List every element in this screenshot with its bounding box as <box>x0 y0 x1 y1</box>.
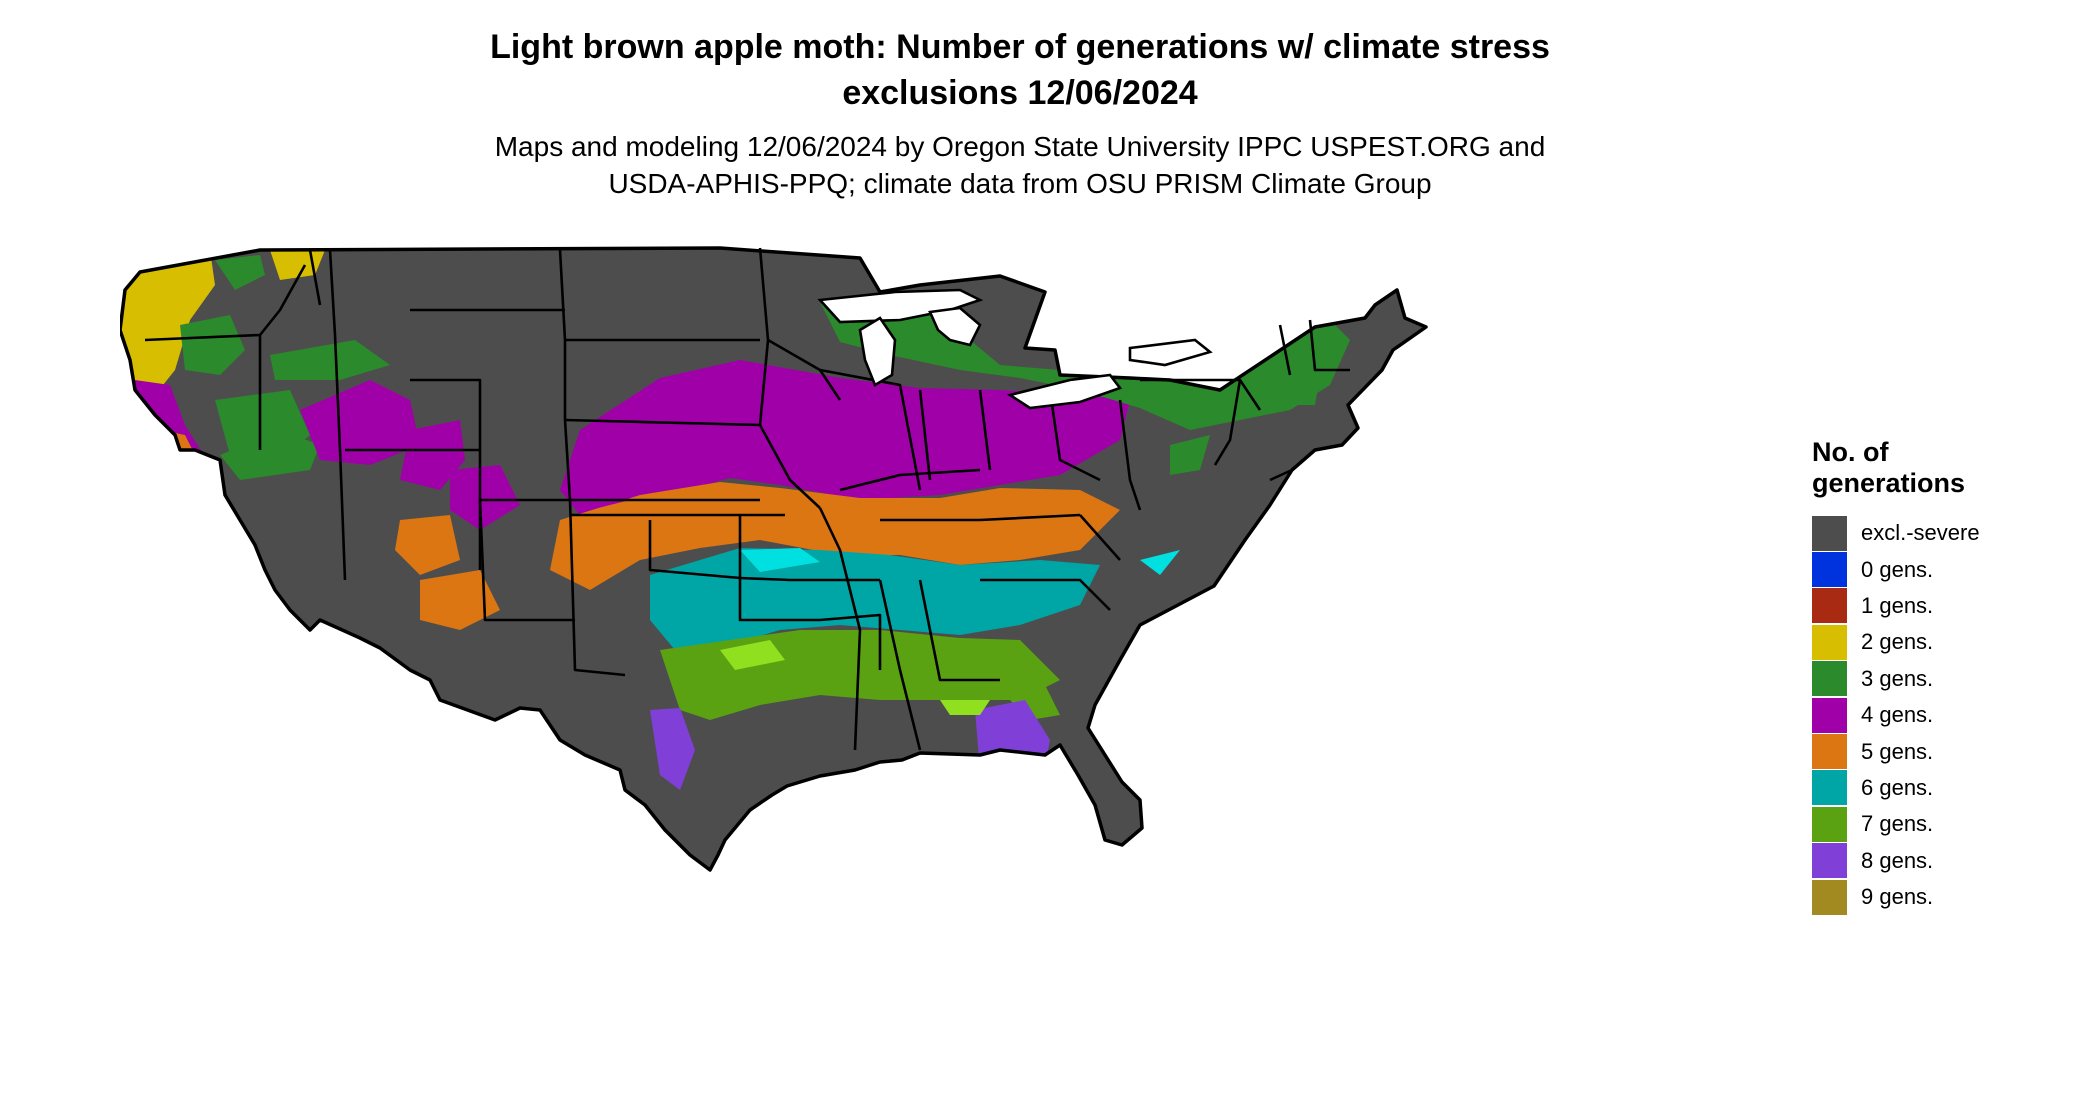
legend-swatch <box>1812 697 1847 733</box>
legend-label: 0 gens. <box>1861 556 1934 582</box>
legend-label: 5 gens. <box>1861 738 1934 764</box>
legend-swatch <box>1812 661 1847 697</box>
legend-item: 4 gens. <box>1812 697 1980 733</box>
legend-item: 9 gens. <box>1812 879 1980 915</box>
legend-label: 6 gens. <box>1861 774 1934 800</box>
legend-title-line1: No. of <box>1812 437 1889 467</box>
legend-label: 3 gens. <box>1861 665 1934 691</box>
legend-item: 0 gens. <box>1812 551 1980 588</box>
map-title-line1: Light brown apple moth: Number of genera… <box>490 28 1550 66</box>
legend-item: excl.-severe <box>1812 515 1980 551</box>
map-subtitle-line2: USDA-APHIS-PPQ; climate data from OSU PR… <box>608 168 1432 199</box>
legend-item: 6 gens. <box>1812 770 1980 806</box>
legend-title-line2: generations <box>1812 468 1966 498</box>
legend-swatch <box>1812 734 1847 770</box>
legend-swatch <box>1812 515 1847 551</box>
legend-item: 1 gens. <box>1812 588 1980 624</box>
legend-label: 9 gens. <box>1861 884 1934 910</box>
legend-label: 2 gens. <box>1861 629 1934 655</box>
us-generations-map <box>120 246 1428 872</box>
legend-label: 1 gens. <box>1861 592 1934 618</box>
legend-swatch <box>1812 770 1847 806</box>
legend-swatch <box>1812 843 1847 879</box>
legend-label: 7 gens. <box>1861 811 1934 837</box>
map-subtitle-line1: Maps and modeling 12/06/2024 by Oregon S… <box>494 131 1546 162</box>
map-title: Light brown apple moth: Number of genera… <box>210 24 1830 116</box>
legend-item: 3 gens. <box>1812 661 1980 697</box>
legend-label: 8 gens. <box>1861 847 1934 873</box>
legend-item: 5 gens. <box>1812 733 1980 770</box>
legend-item: 7 gens. <box>1812 806 1980 842</box>
legend-label: 4 gens. <box>1861 702 1934 728</box>
legend-swatch <box>1812 879 1847 915</box>
legend-items: excl.-severe 0 gens. 1 gens. 2 gens. 3 gens.… <box>1812 515 1980 915</box>
legend-swatch <box>1812 552 1847 588</box>
map-title-line2: exclusions 12/06/2024 <box>842 74 1198 112</box>
legend-label: excl.-severe <box>1861 520 1980 546</box>
legend-item: 2 gens. <box>1812 624 1980 660</box>
legend-swatch <box>1812 624 1847 660</box>
legend-item: 8 gens. <box>1812 843 1980 879</box>
legend-swatch <box>1812 588 1847 624</box>
legend: No. of generations excl.-severe 0 gens. 1 … <box>1812 437 1980 915</box>
legend-swatch <box>1812 806 1847 842</box>
map-subtitle: Maps and modeling 12/06/2024 by Oregon S… <box>210 128 1830 202</box>
legend-title: No. of generations <box>1812 437 1980 499</box>
